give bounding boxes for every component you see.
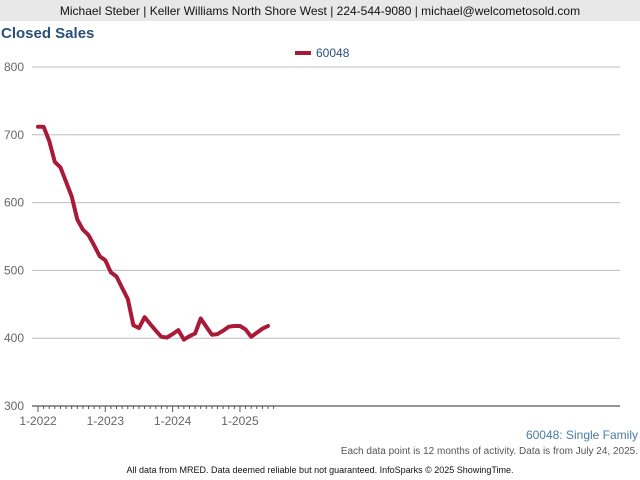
- chart-legend[interactable]: 60048: [295, 46, 349, 60]
- y-tick-label: 600: [4, 196, 24, 210]
- series-layer: [36, 124, 270, 342]
- data-footnote: Each data point is 12 months of activity…: [340, 446, 638, 457]
- legend-swatch: [295, 51, 311, 55]
- series-line-60048: [36, 124, 270, 342]
- chart-title: Closed Sales: [1, 25, 95, 42]
- axis-layer: 300 400 500 600 700 800 1-2022 1-2023 1-2024 1-20…: [4, 60, 275, 428]
- x-tick-label: 1-2023: [87, 414, 125, 428]
- y-tick-label: 800: [4, 60, 24, 74]
- y-tick-label: 500: [4, 263, 24, 277]
- grid-layer: [32, 66, 620, 407]
- x-tick-label: 1-2022: [19, 414, 57, 428]
- footer-disclaimer: All data from MRED. Data deemed reliable…: [126, 465, 514, 475]
- y-tick-label: 300: [4, 399, 24, 413]
- x-tick-label: 1-2024: [154, 414, 192, 428]
- y-tick-label: 400: [4, 331, 24, 345]
- x-tick-label: 1-2025: [221, 414, 259, 428]
- legend-label: 60048: [316, 46, 350, 60]
- y-tick-label: 700: [4, 128, 24, 142]
- agent-contact-line: Michael Steber | Keller Williams North S…: [59, 3, 581, 18]
- series-note: 60048: Single Family: [525, 428, 638, 442]
- header-bar: Michael Steber | Keller Williams North S…: [0, 0, 640, 21]
